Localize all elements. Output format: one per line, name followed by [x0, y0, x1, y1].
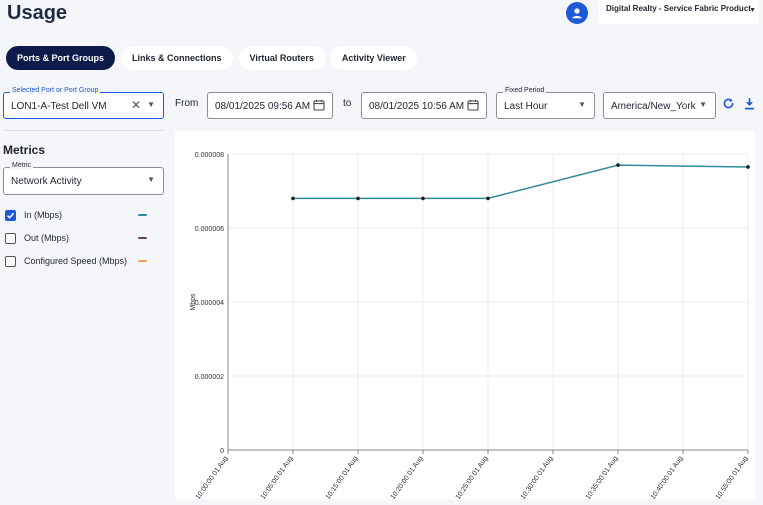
- checkbox[interactable]: [5, 209, 16, 221]
- chevron-down-icon: ▼: [749, 7, 756, 14]
- x-tick-label: 10:25:00 01 Aug: [455, 455, 490, 499]
- metric-select[interactable]: Metric Network Activity ▼: [3, 162, 164, 195]
- chevron-down-icon[interactable]: ▼: [699, 100, 707, 109]
- series-toggle-label: Out (Mbps): [24, 233, 70, 243]
- x-tick-label: 10:55:00 01 Aug: [715, 455, 750, 499]
- y-axis-label: Mbps: [190, 293, 197, 311]
- to-date-value: 08/01/2025 10:56 AM: [369, 101, 465, 112]
- y-tick-label: 0.000004: [195, 300, 224, 307]
- chevron-down-icon[interactable]: ▼: [578, 100, 586, 109]
- data-point: [291, 196, 295, 201]
- x-tick-label: 10:40:00 01 Aug: [650, 455, 685, 499]
- y-tick-label: 0: [220, 448, 224, 455]
- sidebar-divider: [3, 130, 164, 131]
- metric-select-value: Network Activity: [11, 176, 82, 187]
- fixed-period-select[interactable]: Fixed Period Last Hour ▼: [496, 87, 595, 119]
- tab-links-connections[interactable]: Links & Connections: [121, 46, 233, 70]
- x-tick-label: 10:05:00 01 Aug: [260, 455, 295, 499]
- y-tick-label: 0.000002: [195, 374, 224, 381]
- checkbox[interactable]: [5, 232, 16, 244]
- series-toggle-label: Configured Speed (Mbps): [24, 256, 128, 266]
- port-select-value: LON1-A-Test Dell VM: [11, 101, 107, 112]
- calendar-icon[interactable]: [313, 99, 325, 111]
- y-tick-label: 0.000008: [195, 152, 224, 159]
- x-tick-label: 10:00:00 01 Aug: [195, 455, 230, 499]
- fixed-period-label: Fixed Period: [503, 87, 547, 94]
- chevron-down-icon[interactable]: ▼: [147, 175, 155, 184]
- x-tick-label: 10:20:00 01 Aug: [390, 455, 425, 499]
- data-point: [356, 196, 360, 201]
- download-button[interactable]: [742, 96, 756, 110]
- download-icon: [744, 97, 754, 109]
- timezone-select[interactable]: America/New_York ▼: [603, 92, 716, 119]
- series-toggle-label: In (Mbps): [24, 210, 63, 220]
- data-point: [421, 196, 425, 201]
- organization-selector[interactable]: Digital Realty - Service Fabric Product …: [599, 0, 759, 24]
- series-toggle-configured-speed[interactable]: Configured Speed (Mbps): [5, 254, 147, 268]
- tab-ports-port-groups[interactable]: Ports & Port Groups: [6, 46, 116, 70]
- tab-virtual-routers[interactable]: Virtual Routers: [238, 46, 325, 70]
- to-label: to: [343, 98, 352, 109]
- check-icon: [6, 212, 15, 219]
- user-avatar[interactable]: [566, 2, 588, 24]
- data-point: [616, 163, 620, 167]
- series-line-in: [293, 164, 749, 200]
- metric-select-label: Metric: [10, 162, 34, 169]
- to-date-field[interactable]: 08/01/2025 10:56 AM: [361, 92, 487, 119]
- from-label: From: [175, 98, 199, 109]
- series-color-swatch: [138, 237, 147, 239]
- clear-icon[interactable]: ✕: [130, 98, 141, 112]
- user-icon: [572, 8, 582, 19]
- refresh-button[interactable]: [721, 96, 735, 110]
- from-date-field[interactable]: 08/01/2025 09:56 AM: [207, 92, 333, 119]
- series-toggle-in[interactable]: In (Mbps): [5, 208, 147, 222]
- page-title: Usage: [7, 2, 68, 24]
- chevron-down-icon[interactable]: ▼: [147, 100, 155, 109]
- series-toggle-out[interactable]: Out (Mbps): [5, 231, 147, 245]
- port-select-label: Selected Port or Port Group: [10, 87, 101, 94]
- usage-chart-panel: 0 0.000002 0.000004 0.000006 0.000008 10:00:0…: [175, 131, 755, 499]
- x-tick-label: 10:35:00 01 Aug: [585, 455, 620, 499]
- usage-tabs: Ports & Port Groups Links & Connections …: [6, 46, 417, 70]
- port-select[interactable]: Selected Port or Port Group LON1-A-Test …: [3, 87, 164, 119]
- calendar-icon[interactable]: [467, 99, 479, 111]
- refresh-icon: [723, 97, 733, 108]
- from-date-value: 08/01/2025 09:56 AM: [215, 101, 311, 112]
- data-point: [486, 196, 490, 201]
- x-tick-label: 10:30:00 01 Aug: [520, 455, 555, 499]
- usage-line-chart: 0 0.000002 0.000004 0.000006 0.000008 10:00:0…: [190, 152, 750, 499]
- series-color-swatch: [138, 214, 147, 216]
- y-tick-label: 0.000006: [195, 226, 224, 233]
- checkbox[interactable]: [5, 255, 16, 267]
- timezone-value: America/New_York: [611, 101, 696, 112]
- tab-activity-viewer[interactable]: Activity Viewer: [330, 46, 417, 70]
- fixed-period-value: Last Hour: [504, 101, 548, 112]
- metrics-heading: Metrics: [3, 143, 46, 157]
- data-point: [746, 165, 750, 169]
- series-color-swatch: [138, 260, 147, 262]
- x-tick-label: 10:15:00 01 Aug: [325, 455, 360, 499]
- organization-name: Digital Realty - Service Fabric Product: [606, 4, 751, 13]
